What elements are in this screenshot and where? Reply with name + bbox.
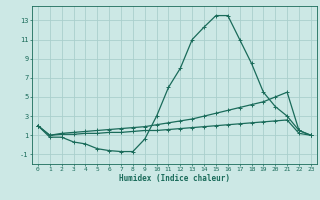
X-axis label: Humidex (Indice chaleur): Humidex (Indice chaleur)	[119, 174, 230, 183]
